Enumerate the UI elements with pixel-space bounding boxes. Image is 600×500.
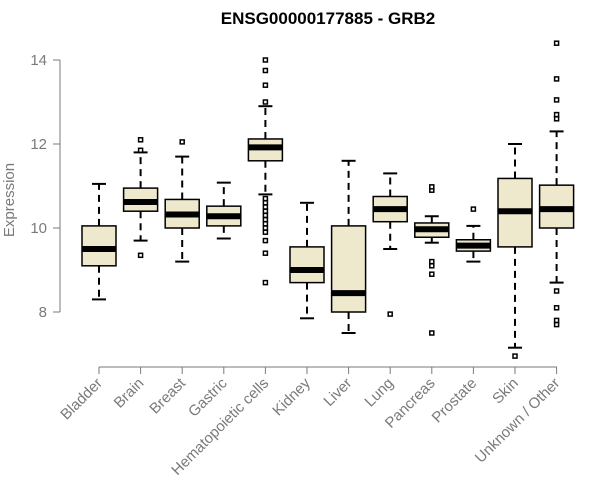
x-tick-label-prostate: Prostate: [429, 375, 481, 427]
box-prostate: [455, 206, 492, 263]
outlier-point: [553, 76, 560, 82]
outlier-point: [262, 229, 269, 235]
box-pancreas: [414, 184, 450, 336]
outlier-point: [429, 330, 435, 336]
x-tick-label-brain: Brain: [111, 375, 148, 412]
box-skin: [497, 143, 533, 359]
box-bladder: [81, 182, 117, 301]
outlier-point: [262, 216, 269, 223]
x-tick-label-liver: Liver: [320, 375, 355, 410]
chart-title: ENSG00000177885 - GRB2: [221, 9, 436, 28]
x-tick-label-lung: Lung: [361, 375, 397, 411]
box-iqr: [81, 225, 117, 267]
x-tick-label-bladder: Bladder: [57, 375, 106, 424]
box-hematopoietic-cells: [247, 57, 284, 286]
outlier-point: [429, 263, 435, 269]
outlier-point: [553, 97, 560, 103]
outlier-point: [137, 137, 144, 143]
box-iqr: [289, 246, 325, 284]
outlier-point: [470, 206, 477, 212]
outlier-point: [262, 221, 269, 227]
x-tick-label-breast: Breast: [146, 374, 189, 417]
outlier-point: [262, 99, 269, 105]
outlier-point: [553, 116, 560, 122]
box-liver: [330, 159, 367, 334]
outlier-point: [553, 111, 560, 118]
outlier-point: [553, 317, 560, 324]
box-breast: [164, 139, 200, 263]
outlier-point: [137, 252, 144, 259]
outlier-point: [553, 288, 560, 294]
y-axis-label: Expression: [1, 163, 18, 237]
box-lung: [372, 172, 408, 317]
outlier-point: [262, 67, 269, 74]
outlier-point: [429, 184, 435, 190]
outlier-point: [553, 40, 560, 46]
box-kidney: [289, 201, 325, 320]
x-tick-label-skin: Skin: [489, 375, 522, 408]
outlier-point: [262, 82, 269, 88]
outlier-point: [262, 237, 269, 244]
outlier-point: [262, 208, 269, 214]
box-series: [81, 40, 575, 359]
box-iqr: [330, 225, 367, 313]
y-tick-label: 8: [39, 304, 47, 321]
outlier-point: [553, 321, 560, 328]
outlier-point: [387, 311, 393, 317]
outlier-point: [262, 250, 269, 256]
outlier-point: [262, 225, 269, 231]
box-gastric: [206, 181, 242, 240]
outlier-point: [262, 204, 269, 210]
outlier-point: [553, 305, 560, 311]
outlier-point: [429, 258, 435, 265]
y-tick-label: 10: [30, 220, 47, 237]
outlier-point: [262, 195, 269, 202]
outlier-point: [262, 279, 269, 286]
outlier-point: [512, 353, 518, 359]
y-tick-label: 12: [30, 136, 47, 153]
outlier-point: [262, 212, 269, 219]
box-brain: [122, 137, 159, 259]
x-tick-label-kidney: Kidney: [269, 374, 314, 419]
y-axis-ticks: 8 10 12 14: [30, 52, 60, 321]
outlier-point: [179, 139, 185, 145]
box-unknown-other: [538, 40, 575, 328]
outlier-point: [262, 57, 269, 63]
outlier-point: [262, 200, 269, 206]
y-tick-label: 14: [30, 52, 47, 69]
outlier-point: [429, 271, 435, 277]
outlier-point: [137, 147, 144, 154]
